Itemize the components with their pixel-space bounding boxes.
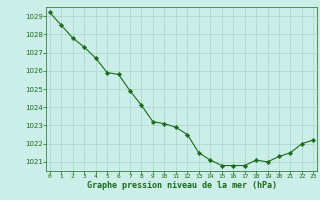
X-axis label: Graphe pression niveau de la mer (hPa): Graphe pression niveau de la mer (hPa) — [87, 181, 276, 190]
